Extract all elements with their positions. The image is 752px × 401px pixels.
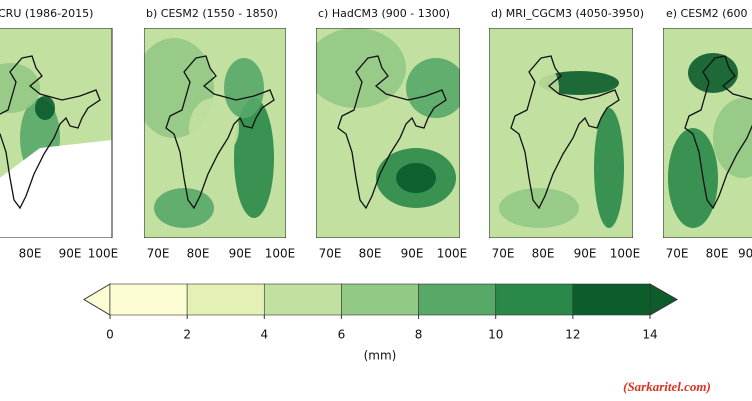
colorbar-tick-label: 6	[338, 328, 346, 342]
rain-region	[154, 188, 214, 228]
x-tick-label: 70E	[666, 247, 689, 261]
colorbar-label: (mm)	[364, 349, 397, 363]
rain-region	[234, 98, 274, 218]
map-panel	[663, 28, 752, 238]
x-tick-label: 90E	[59, 247, 82, 261]
colorbar-tick-label: 8	[415, 328, 423, 342]
rain-region	[594, 108, 624, 228]
x-tick-label: 80E	[359, 247, 382, 261]
x-tick-label: 100E	[265, 247, 296, 261]
rain-region	[189, 98, 239, 158]
colorbar-segment	[109, 283, 188, 316]
x-tick-label: 80E	[187, 247, 210, 261]
colorbar-extend-low	[83, 283, 111, 316]
x-tick-label: 80E	[532, 247, 555, 261]
map-panel	[144, 28, 286, 238]
coastline	[510, 55, 620, 210]
panel-title: b) CESM2 (1550 - 1850)	[146, 7, 278, 20]
map-panel	[316, 28, 460, 238]
rain-region	[396, 163, 436, 193]
x-tick-label: 90E	[229, 247, 252, 261]
rain-region	[224, 58, 264, 118]
colorbar-segment	[341, 283, 419, 316]
map-panel	[0, 28, 113, 238]
rain-region	[316, 108, 376, 188]
coastline	[165, 55, 275, 210]
coastline	[337, 55, 447, 210]
no-data	[0, 140, 112, 238]
x-tick-label: 90E	[401, 247, 424, 261]
x-tick-label: 80E	[19, 247, 42, 261]
rain-region	[35, 96, 55, 120]
x-tick-label: 80E	[706, 247, 729, 261]
x-tick-label: 100E	[88, 247, 119, 261]
panel-frame	[0, 28, 113, 238]
rain-region	[406, 58, 460, 118]
x-tick-label: 70E	[319, 247, 342, 261]
x-tick-label: 90(	[738, 247, 752, 261]
x-tick-label: 70E	[492, 247, 515, 261]
panel-title: c) HadCM3 (900 - 1300)	[318, 7, 450, 20]
watermark: (Sarkaritel.com)	[623, 379, 711, 394]
rain-region	[316, 28, 406, 108]
colorbar-segment	[495, 283, 574, 316]
colorbar-segment	[572, 283, 651, 316]
panel-title: d) MRI_CGCM3 (4050-3950)	[491, 7, 644, 20]
coastline	[684, 55, 752, 210]
colorbar-tick-label: 14	[642, 328, 657, 342]
coastline	[0, 55, 101, 210]
colorbar-tick-label: 12	[565, 328, 580, 342]
colorbar-tick-label: 2	[183, 328, 191, 342]
rain-region	[499, 58, 559, 118]
colorbar-extend-high	[649, 283, 679, 316]
x-tick-label: 100E	[610, 247, 641, 261]
colorbar-segment	[418, 283, 497, 316]
panel-title: e) CESM2 (600	[666, 7, 747, 20]
colorbar-segment	[186, 283, 265, 316]
rain-region	[0, 63, 40, 113]
x-tick-label: 100E	[437, 247, 468, 261]
panel-title: CRU (1986-2015)	[0, 7, 93, 20]
rain-region	[713, 98, 752, 178]
x-tick-label: 90E	[574, 247, 597, 261]
rain-region	[688, 53, 738, 93]
x-tick-label: 70E	[147, 247, 170, 261]
colorbar-segment	[263, 283, 342, 316]
rain-region	[668, 128, 718, 228]
colorbar-tick-label: 10	[488, 328, 503, 342]
colorbar-tick-label: 4	[260, 328, 268, 342]
map-panel	[489, 28, 633, 238]
colorbar-tick-label: 0	[106, 328, 114, 342]
